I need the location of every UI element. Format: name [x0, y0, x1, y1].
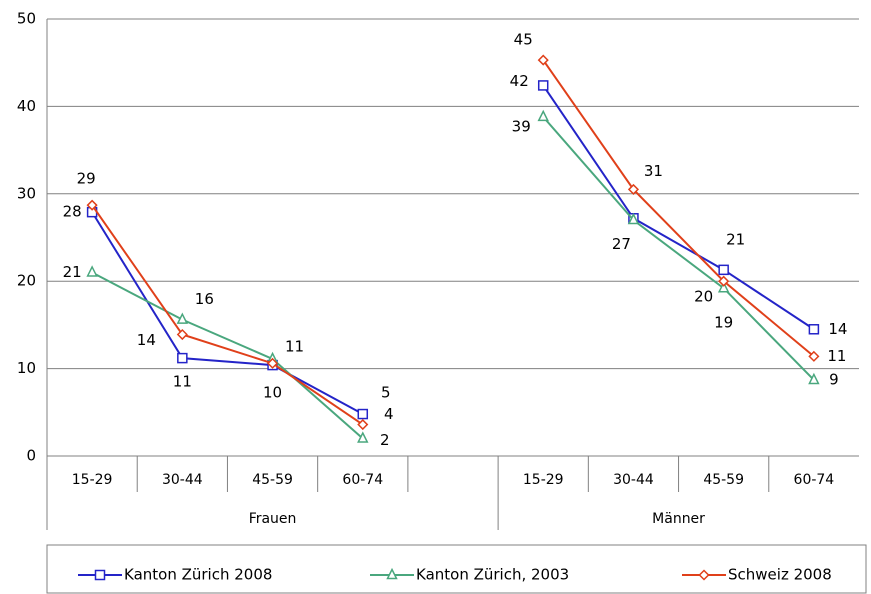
data-label: 16	[195, 290, 214, 308]
marker	[86, 265, 98, 277]
data-label: 4	[384, 405, 394, 423]
data-label: 11	[285, 337, 304, 355]
data-label: 20	[694, 288, 713, 306]
marker	[357, 418, 369, 431]
marker	[537, 54, 549, 66]
marker	[94, 569, 106, 581]
x-tick-label: 60-74	[794, 472, 835, 488]
marker	[176, 328, 188, 341]
marker	[386, 567, 398, 580]
data-label: 42	[510, 72, 529, 90]
marker	[627, 212, 640, 225]
x-tick-label: 15-29	[523, 472, 564, 488]
data-label: 10	[263, 384, 282, 402]
marker	[266, 357, 279, 369]
legend-box	[46, 544, 867, 594]
data-label: 11	[827, 347, 846, 365]
marker	[86, 199, 98, 211]
marker	[537, 109, 549, 122]
data-label: 9	[829, 370, 839, 388]
data-label: 21	[63, 263, 82, 281]
marker	[808, 350, 820, 362]
marker	[718, 275, 730, 287]
marker	[176, 312, 189, 324]
series-line	[91, 59, 815, 426]
marker	[357, 431, 369, 443]
legend-label: Schweiz 2008	[728, 566, 832, 584]
data-label: 28	[63, 203, 82, 221]
data-label: 27	[612, 235, 631, 253]
y-tick-label: 20	[17, 272, 36, 290]
data-label: 31	[644, 162, 663, 180]
series-line	[91, 84, 815, 415]
y-tick-label: 10	[17, 359, 36, 377]
y-tick-label: 0	[26, 447, 36, 465]
data-label: 14	[828, 320, 847, 338]
series-line	[91, 116, 815, 440]
y-tick-label: 40	[17, 97, 36, 115]
marker	[357, 408, 369, 420]
marker	[718, 264, 729, 276]
data-label: 11	[173, 373, 192, 391]
legend-label: Kanton Zürich, 2003	[416, 566, 569, 584]
x-tick-label: 30-44	[613, 472, 654, 488]
data-label: 14	[137, 331, 156, 349]
marker	[177, 352, 188, 364]
x-tick-label: 60-74	[342, 472, 383, 488]
x-tick-label: 45-59	[252, 472, 293, 488]
x-tick-label: 30-44	[162, 472, 203, 488]
data-label: 5	[381, 384, 391, 402]
marker	[537, 80, 549, 91]
x-tick-label: 15-29	[72, 472, 113, 488]
data-label: 45	[514, 31, 533, 49]
group-label: Frauen	[249, 511, 297, 527]
marker	[808, 372, 820, 385]
data-label: 21	[726, 230, 745, 248]
marker	[627, 183, 640, 195]
group-label: Männer	[652, 511, 705, 527]
data-label: 39	[512, 117, 531, 135]
marker	[698, 569, 710, 581]
y-tick-label: 50	[17, 10, 36, 28]
x-tick-label: 45-59	[703, 472, 744, 488]
data-label: 2	[380, 431, 390, 449]
marker	[808, 324, 820, 335]
y-tick-label: 30	[17, 184, 36, 202]
marker	[717, 281, 730, 293]
data-label: 19	[714, 314, 733, 332]
legend-label: Kanton Zürich 2008	[124, 566, 272, 584]
data-label: 29	[77, 170, 96, 188]
